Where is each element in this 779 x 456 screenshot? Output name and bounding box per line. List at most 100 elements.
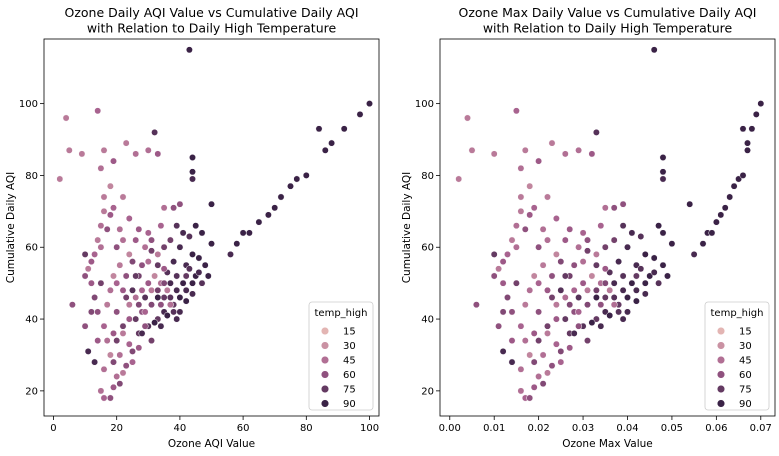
data-point xyxy=(157,222,165,230)
data-point xyxy=(495,322,503,330)
legend-marker xyxy=(716,326,726,336)
data-point xyxy=(81,322,89,330)
data-point xyxy=(712,218,720,226)
data-point xyxy=(592,250,600,258)
data-point xyxy=(561,294,569,301)
data-point xyxy=(508,358,516,366)
legend-marker xyxy=(320,326,330,336)
data-point xyxy=(91,358,99,366)
data-point xyxy=(584,236,591,244)
data-point xyxy=(561,315,569,323)
data-point xyxy=(119,236,127,244)
chart-title: Ozone Daily AQI Value vs Cumulative Dail… xyxy=(64,5,358,36)
data-point xyxy=(597,222,605,230)
data-point xyxy=(110,358,117,366)
data-point xyxy=(601,294,609,301)
legend-marker xyxy=(716,399,726,408)
data-point xyxy=(530,272,538,280)
data-point xyxy=(539,380,547,388)
x-axis-label: Ozone AQI Value xyxy=(168,438,255,450)
data-point xyxy=(56,175,64,183)
data-point xyxy=(610,279,618,287)
data-point xyxy=(584,301,591,309)
data-point xyxy=(141,322,149,330)
data-point xyxy=(588,272,596,280)
data-point xyxy=(119,369,127,377)
data-point xyxy=(100,146,108,154)
data-point xyxy=(163,286,171,294)
data-point xyxy=(106,394,114,402)
data-point xyxy=(552,301,560,309)
data-point xyxy=(610,301,618,309)
data-point xyxy=(182,272,190,280)
data-point xyxy=(508,236,516,244)
data-point xyxy=(539,261,547,269)
data-point xyxy=(148,247,155,255)
legend-entry-label: 30 xyxy=(343,341,356,352)
legend-entry-label: 45 xyxy=(739,356,752,367)
data-point xyxy=(588,319,596,327)
data-point xyxy=(141,243,149,251)
data-point xyxy=(113,337,121,345)
data-point xyxy=(125,215,133,222)
data-point xyxy=(499,308,507,316)
data-point xyxy=(154,250,162,258)
data-point xyxy=(166,301,174,309)
data-point xyxy=(125,301,133,309)
data-point xyxy=(561,236,569,244)
data-point xyxy=(526,286,534,294)
data-point xyxy=(239,229,247,237)
data-point xyxy=(185,46,193,54)
data-point xyxy=(173,272,181,280)
data-point xyxy=(97,387,105,395)
data-point xyxy=(87,279,95,287)
data-point xyxy=(179,279,187,287)
data-point xyxy=(566,225,574,233)
legend-entry-label: 15 xyxy=(739,327,752,338)
data-point xyxy=(189,168,196,176)
data-point xyxy=(552,340,560,348)
data-point xyxy=(195,254,203,262)
data-point xyxy=(566,344,574,352)
data-point xyxy=(65,146,73,154)
data-point xyxy=(173,315,181,323)
data-point xyxy=(116,225,124,233)
legend-entry-label: 75 xyxy=(343,385,356,396)
data-point xyxy=(170,308,178,316)
data-point xyxy=(129,286,136,294)
legend-entry-label: 90 xyxy=(343,399,356,410)
data-point xyxy=(521,301,529,309)
data-point xyxy=(552,315,560,323)
data-point xyxy=(686,200,694,208)
data-point xyxy=(535,308,543,316)
x-tick-label: 60 xyxy=(237,423,250,434)
data-point xyxy=(561,272,569,280)
legend-marker xyxy=(320,399,330,408)
data-point xyxy=(106,286,114,294)
data-point xyxy=(508,308,516,316)
data-point xyxy=(499,279,507,287)
data-point xyxy=(757,100,765,108)
data-point xyxy=(575,308,583,316)
data-point xyxy=(233,240,241,248)
data-point xyxy=(575,146,583,154)
data-point xyxy=(94,107,102,115)
data-point xyxy=(182,286,190,294)
data-point xyxy=(699,240,707,248)
data-point xyxy=(110,204,117,212)
data-point xyxy=(340,125,348,133)
data-point xyxy=(606,312,614,319)
data-point xyxy=(94,236,102,244)
data-point xyxy=(135,344,143,352)
data-point xyxy=(566,301,574,309)
data-point xyxy=(517,193,525,201)
data-point xyxy=(116,351,124,359)
data-point xyxy=(103,337,111,345)
data-point xyxy=(508,337,516,345)
data-point xyxy=(548,272,556,280)
x-tick-label: 0.05 xyxy=(661,423,683,434)
data-point xyxy=(100,394,108,402)
data-point xyxy=(192,222,200,230)
legend-entry-label: 30 xyxy=(739,341,752,352)
data-point xyxy=(271,204,279,212)
